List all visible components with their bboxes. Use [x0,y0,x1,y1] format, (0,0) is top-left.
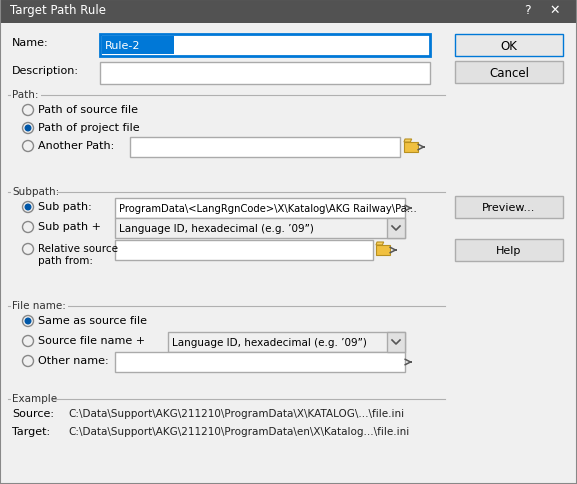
Text: Target Path Rule: Target Path Rule [10,4,106,17]
Bar [455,62,563,84]
Bar [11,186,57,199]
Bar [115,352,405,372]
Text: ✕: ✕ [549,4,560,17]
Bar [168,333,405,352]
Text: Another Path:: Another Path: [38,141,114,151]
Bar [130,138,400,158]
Circle shape [23,106,33,116]
Bar [11,392,51,406]
Circle shape [23,336,33,347]
Circle shape [23,202,33,213]
Text: OK: OK [501,40,518,53]
Text: Subpath:: Subpath: [12,187,59,197]
Text: Sub path:: Sub path: [38,201,92,212]
Text: Preview...: Preview... [482,203,535,213]
Bar [11,300,68,313]
Circle shape [25,318,31,324]
Text: ?: ? [524,4,531,17]
Text: C:\Data\Support\AKG\211210\ProgramData\en\X\Katalog...\file.ini: C:\Data\Support\AKG\211210\ProgramData\e… [68,426,409,436]
Circle shape [23,222,33,233]
Bar [455,240,563,261]
Text: ProgramData\<LangRgnCode>\X\Katalog\AKG Railway\Pa…: ProgramData\<LangRgnCode>\X\Katalog\AKG … [119,204,417,213]
Text: Other name:: Other name: [38,355,108,365]
Bar [115,241,373,260]
Text: C:\Data\Support\AKG\211210\ProgramData\X\KATALOG\...\file.ini: C:\Data\Support\AKG\211210\ProgramData\X… [68,408,404,418]
Text: Sub path +: Sub path + [38,222,101,231]
Text: Language ID, hexadecimal (e.g. ’09”): Language ID, hexadecimal (e.g. ’09”) [172,337,367,348]
Text: Rule-2: Rule-2 [105,41,141,51]
Circle shape [25,126,31,132]
Text: Path:: Path: [12,90,39,100]
Text: Target:: Target: [12,426,50,436]
Bar [115,219,405,239]
Polygon shape [376,245,390,256]
Bar [115,198,405,219]
Polygon shape [404,143,418,152]
Polygon shape [376,242,384,245]
Text: Relative source
path from:: Relative source path from: [38,243,118,265]
Text: Example: Example [12,393,57,403]
Text: Path of project file: Path of project file [38,123,140,133]
Text: Language ID, hexadecimal (e.g. ’09”): Language ID, hexadecimal (e.g. ’09”) [119,224,314,233]
Text: Source:: Source: [12,408,54,418]
Text: Name:: Name: [12,38,48,48]
Bar [0,0,577,24]
Text: Help: Help [496,246,522,256]
Text: File name:: File name: [12,301,66,310]
Bar [455,35,563,57]
Bar [455,197,563,219]
Bar [387,219,405,239]
Bar [387,333,405,352]
Text: Same as source file: Same as source file [38,316,147,325]
Circle shape [23,316,33,327]
Polygon shape [404,140,412,143]
Circle shape [25,205,31,211]
Bar [100,35,430,57]
Text: Description:: Description: [12,66,79,76]
Circle shape [23,356,33,367]
Bar [11,89,40,103]
Circle shape [23,244,33,255]
Bar [100,63,430,85]
Circle shape [23,123,33,134]
Text: Source file name +: Source file name + [38,335,145,345]
Circle shape [23,141,33,152]
Text: Cancel: Cancel [489,67,529,80]
Text: Path of source file: Path of source file [38,105,138,115]
Bar [102,37,174,55]
